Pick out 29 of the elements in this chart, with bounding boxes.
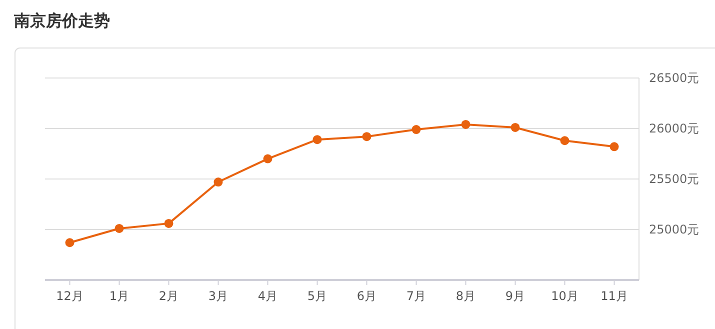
point — [510, 122, 520, 132]
point — [461, 120, 470, 129]
point — [412, 125, 421, 134]
point — [65, 238, 74, 248]
x-tick-label: 10月 — [551, 289, 578, 303]
point — [214, 178, 223, 187]
x-tick-label: 11月 — [600, 289, 628, 303]
x-tick-label: 12月 — [56, 289, 84, 303]
x-tick-label: 6月 — [356, 289, 377, 303]
x-tick-label: 5月 — [307, 289, 328, 303]
point — [164, 218, 174, 228]
y-tick-label: 26000元 — [649, 122, 700, 136]
x-tick-label: 8月 — [456, 289, 476, 303]
y-tick-label: 25000元 — [649, 222, 700, 236]
x-tick-label: 1月 — [109, 289, 130, 303]
point — [610, 142, 619, 152]
point — [362, 132, 372, 142]
y-tick-label: 26500元 — [649, 71, 700, 85]
x-tick-label: 2月 — [158, 289, 179, 303]
x-tick-label: 9月 — [505, 289, 526, 303]
point — [114, 224, 124, 233]
point — [263, 154, 272, 164]
point — [312, 135, 322, 144]
x-tick-label: 7月 — [406, 289, 426, 303]
point — [560, 136, 570, 146]
x-tick-label: 4月 — [258, 289, 278, 303]
chart-title: 南京房价走势 — [13, 11, 110, 30]
x-tick-label: 3月 — [208, 289, 228, 303]
y-tick-label: 25500元 — [649, 172, 700, 186]
